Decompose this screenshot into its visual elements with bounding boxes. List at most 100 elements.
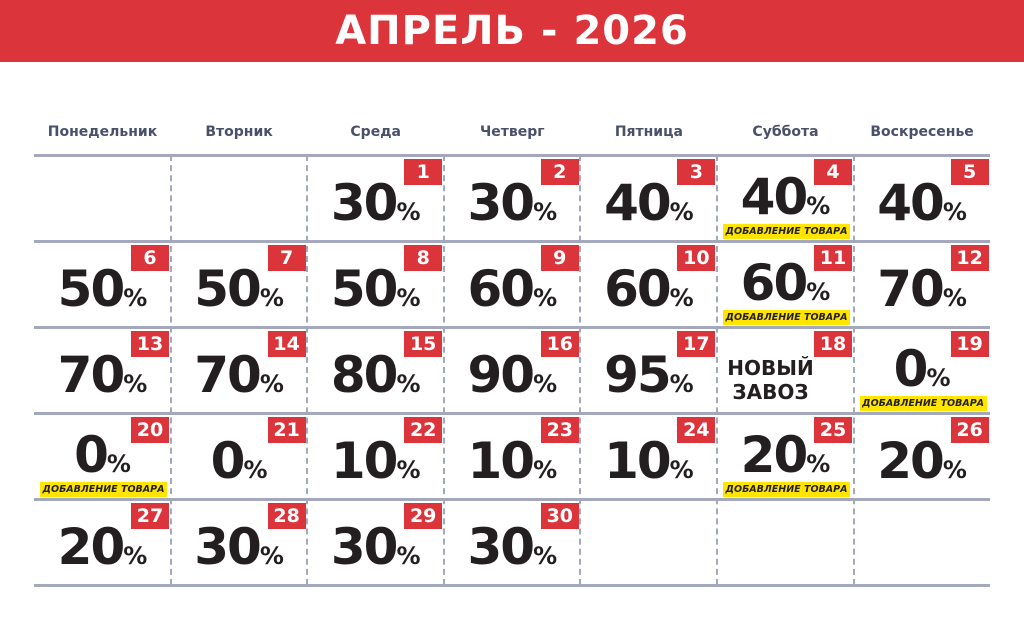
column-divider — [852, 155, 855, 585]
day-cell: 30 30% — [444, 500, 581, 586]
percent-sign: % — [806, 192, 831, 220]
discount-number: 95 — [604, 346, 672, 404]
row-divider — [34, 412, 990, 415]
discount-value: 30% — [307, 174, 444, 232]
row-divider — [34, 498, 990, 501]
day-number-badge: 16 — [540, 331, 579, 357]
restock-note: ДОБАВЛЕНИЕ ТОВАРА — [723, 310, 850, 325]
discount-number: 60 — [604, 260, 672, 318]
column-divider — [579, 155, 582, 585]
discount-number: 50 — [330, 260, 399, 318]
discount-number: 10 — [604, 432, 672, 490]
day-cell: 19 0% ДОБАВЛЕНИЕ ТОВАРА — [854, 328, 991, 414]
percent-sign: % — [396, 370, 421, 398]
day-cell: 4 40% ДОБАВЛЕНИЕ ТОВАРА — [717, 156, 854, 242]
restock-note: ДОБАВЛЕНИЕ ТОВАРА — [40, 482, 167, 497]
discount-number: 40 — [604, 174, 672, 232]
month-title: АПРЕЛЬ - 2026 — [0, 0, 1024, 62]
percent-sign: % — [669, 284, 694, 312]
day-cell: 10 60% — [580, 242, 717, 328]
discount-value: 95% — [580, 346, 717, 404]
discount-value: 50% — [171, 260, 308, 318]
day-number-badge: 29 — [404, 503, 443, 529]
day-cell: 21 0% — [171, 414, 308, 500]
discount-number: 50 — [194, 260, 262, 318]
percent-sign: % — [533, 198, 558, 226]
day-number-badge: 9 — [540, 245, 579, 271]
day-number-badge: 1 — [404, 159, 443, 185]
day-number-badge: 5 — [950, 159, 989, 185]
discount-value: 0% — [854, 340, 991, 398]
discount-number: 60 — [467, 260, 535, 318]
percent-sign: % — [533, 456, 558, 484]
day-cell: 14 70% — [171, 328, 308, 414]
day-cell: 29 30% — [307, 500, 444, 586]
day-cell: 18 НОВЫЙ ЗАВОЗ — [717, 328, 854, 414]
day-number-badge: 17 — [677, 331, 716, 357]
discount-value: 80% — [307, 346, 444, 404]
weekday-header: Воскресенье — [870, 124, 974, 140]
day-cell: 11 60% ДОБАВЛЕНИЕ ТОВАРА — [717, 242, 854, 328]
day-cell: 20 0% ДОБАВЛЕНИЕ ТОВАРА — [34, 414, 171, 500]
percent-sign: % — [533, 284, 558, 312]
row-divider — [34, 154, 990, 157]
discount-value: 10% — [307, 432, 444, 490]
day-number-badge: 7 — [267, 245, 306, 271]
restock-note: ДОБАВЛЕНИЕ ТОВАРА — [723, 482, 850, 497]
column-divider — [442, 155, 445, 585]
discount-value: 10% — [444, 432, 581, 490]
day-number-badge: 20 — [131, 417, 169, 443]
day-cell: 6 50% — [34, 242, 171, 328]
day-number-badge: 11 — [814, 245, 852, 271]
day-cell: 2 30% — [444, 156, 581, 242]
discount-number: 30 — [467, 174, 535, 232]
day-cell: 8 50% — [307, 242, 444, 328]
percent-sign: % — [942, 284, 967, 312]
discount-value: 50% — [34, 260, 171, 318]
column-divider — [306, 155, 309, 585]
day-number-badge: 4 — [814, 159, 852, 185]
percent-sign: % — [106, 450, 131, 478]
discount-value: 60% — [717, 254, 854, 312]
weekday-header: Суббота — [752, 124, 819, 140]
percent-sign: % — [669, 456, 694, 484]
discount-number: 0 — [210, 432, 246, 490]
percent-sign: % — [533, 542, 558, 570]
weekday-header: Понедельник — [47, 124, 158, 140]
discount-value: 0% — [171, 432, 308, 490]
discount-number: 70 — [877, 260, 945, 318]
discount-number: 70 — [194, 346, 262, 404]
percent-sign: % — [942, 198, 967, 226]
day-number-badge: 30 — [540, 503, 579, 529]
day-number-badge: 10 — [677, 245, 716, 271]
discount-number: 50 — [57, 260, 126, 318]
discount-value: 0% — [34, 426, 171, 484]
discount-value: 10% — [580, 432, 717, 490]
new-arrival-label: НОВЫЙ ЗАВОЗ — [727, 356, 814, 404]
day-cell: 17 95% — [580, 328, 717, 414]
discount-value: 20% — [717, 426, 854, 484]
discount-number: 60 — [740, 254, 809, 312]
day-cell: 3 40% — [580, 156, 717, 242]
discount-number: 30 — [330, 518, 399, 576]
restock-note: ДОБАВЛЕНИЕ ТОВАРА — [859, 396, 987, 411]
weekday-header: Пятница — [614, 124, 683, 140]
discount-value: 40% — [854, 174, 991, 232]
day-number-badge: 13 — [131, 331, 169, 357]
day-number-badge: 28 — [267, 503, 306, 529]
discount-number: 30 — [330, 174, 399, 232]
percent-sign: % — [259, 370, 284, 398]
day-number-badge: 12 — [950, 245, 989, 271]
day-cell: 23 10% — [444, 414, 581, 500]
weekday-header: Четверг — [479, 124, 545, 140]
discount-value: 20% — [34, 518, 171, 576]
day-cell: 5 40% — [854, 156, 991, 242]
discount-value: 60% — [580, 260, 717, 318]
discount-number: 10 — [467, 432, 535, 490]
day-cell: 9 60% — [444, 242, 581, 328]
percent-sign: % — [669, 370, 694, 398]
discount-number: 10 — [330, 432, 399, 490]
column-divider — [169, 155, 172, 585]
discount-value: 30% — [444, 518, 581, 576]
percent-sign: % — [123, 542, 148, 570]
